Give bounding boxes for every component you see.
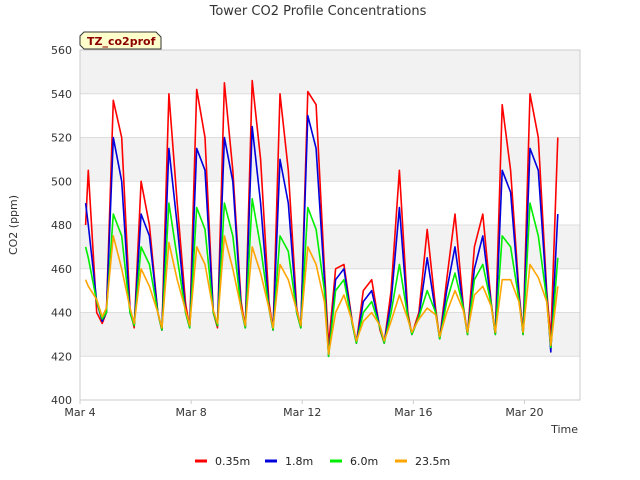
y-axis-label: CO2 (ppm) — [7, 195, 20, 255]
plot-band — [80, 50, 580, 94]
source-badge: TZ_co2prof — [79, 31, 162, 50]
y-tick-label: 420 — [51, 350, 72, 363]
plot-area-frame — [79, 49, 581, 401]
y-tick-label: 460 — [51, 263, 72, 276]
x-tick-label: Mar 20 — [505, 406, 543, 419]
x-axis-ticks: Mar 4 Mar 8 Mar 12 Mar 16 Mar 20 — [64, 400, 544, 419]
x-tick-label: Mar 4 — [64, 406, 95, 419]
y-tick-label: 540 — [51, 88, 72, 101]
legend-label: 23.5m — [415, 455, 450, 468]
y-tick-label: 560 — [51, 44, 72, 57]
legend-item: 6.0m — [330, 455, 378, 468]
legend-label: 6.0m — [350, 455, 378, 468]
y-tick-label: 520 — [51, 132, 72, 145]
plot-band — [80, 137, 580, 182]
legend-label: 1.8m — [285, 455, 313, 468]
y-tick-label: 480 — [51, 219, 72, 232]
chart-title: Tower CO2 Profile Concentrations — [209, 4, 427, 19]
x-tick-label: Mar 12 — [283, 406, 321, 419]
y-tick-label: 500 — [51, 175, 72, 188]
legend-item: 0.35m — [195, 455, 250, 468]
y-tick-label: 400 — [51, 394, 72, 407]
plot-background-bands — [80, 50, 580, 357]
x-tick-label: Mar 16 — [394, 406, 432, 419]
legend-item: 23.5m — [395, 455, 450, 468]
x-axis-label: Time — [550, 423, 578, 436]
series-line-23.5m — [84, 235, 559, 355]
source-badge-label: TZ_co2prof — [87, 35, 156, 48]
legend: 0.35m 1.8m 6.0m 23.5m — [195, 455, 450, 468]
x-tick-label: Mar 8 — [175, 406, 206, 419]
legend-label: 0.35m — [215, 455, 250, 468]
data-series-lines — [84, 79, 559, 358]
plot-band — [80, 225, 580, 269]
y-tick-label: 440 — [51, 307, 72, 320]
y-axis-ticks: 400 420 440 460 480 500 520 540 560 — [51, 44, 72, 407]
legend-item: 1.8m — [265, 455, 313, 468]
